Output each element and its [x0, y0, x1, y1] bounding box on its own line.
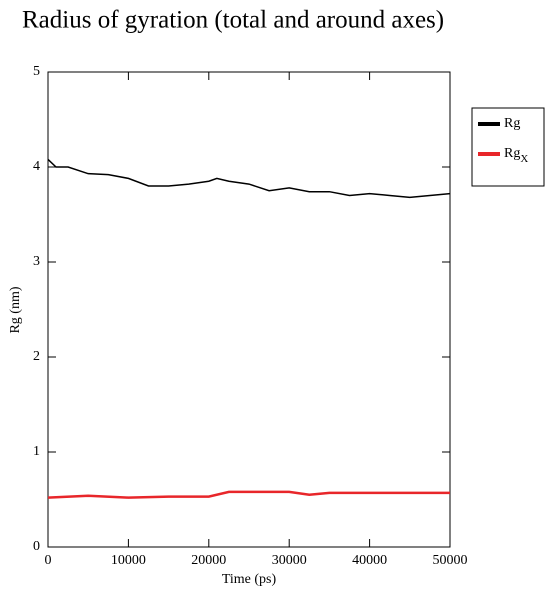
series-line — [47, 490, 450, 499]
series-line — [47, 158, 451, 199]
chart-title: Radius of gyration (total and around axe… — [22, 7, 444, 34]
legend-label: RgX — [504, 146, 528, 164]
x-tick-label: 30000 — [272, 553, 307, 568]
y-tick-label: 1 — [33, 444, 40, 459]
y-tick-label: 5 — [33, 64, 40, 79]
legend-name: Rg — [504, 146, 520, 161]
y-tick-label: 3 — [33, 254, 40, 269]
x-tick-label: 20000 — [191, 553, 226, 568]
legend-box — [471, 107, 545, 187]
y-tick-label: 0 — [33, 539, 40, 554]
plot-frame — [47, 71, 451, 548]
x-tick-label: 10000 — [111, 553, 146, 568]
y-tick-label: 4 — [33, 159, 40, 174]
x-tick-label: 0 — [45, 553, 52, 568]
x-tick-label: 50000 — [433, 553, 468, 568]
legend-subscript: X — [520, 153, 528, 165]
y-tick-label: 2 — [33, 349, 40, 364]
y-axis-label: Rg (nm) — [8, 286, 23, 333]
legend-name: Rg — [504, 116, 520, 131]
legend-label: Rg — [504, 116, 520, 131]
x-axis-label: Time (ps) — [222, 572, 277, 587]
x-tick-label: 40000 — [352, 553, 387, 568]
